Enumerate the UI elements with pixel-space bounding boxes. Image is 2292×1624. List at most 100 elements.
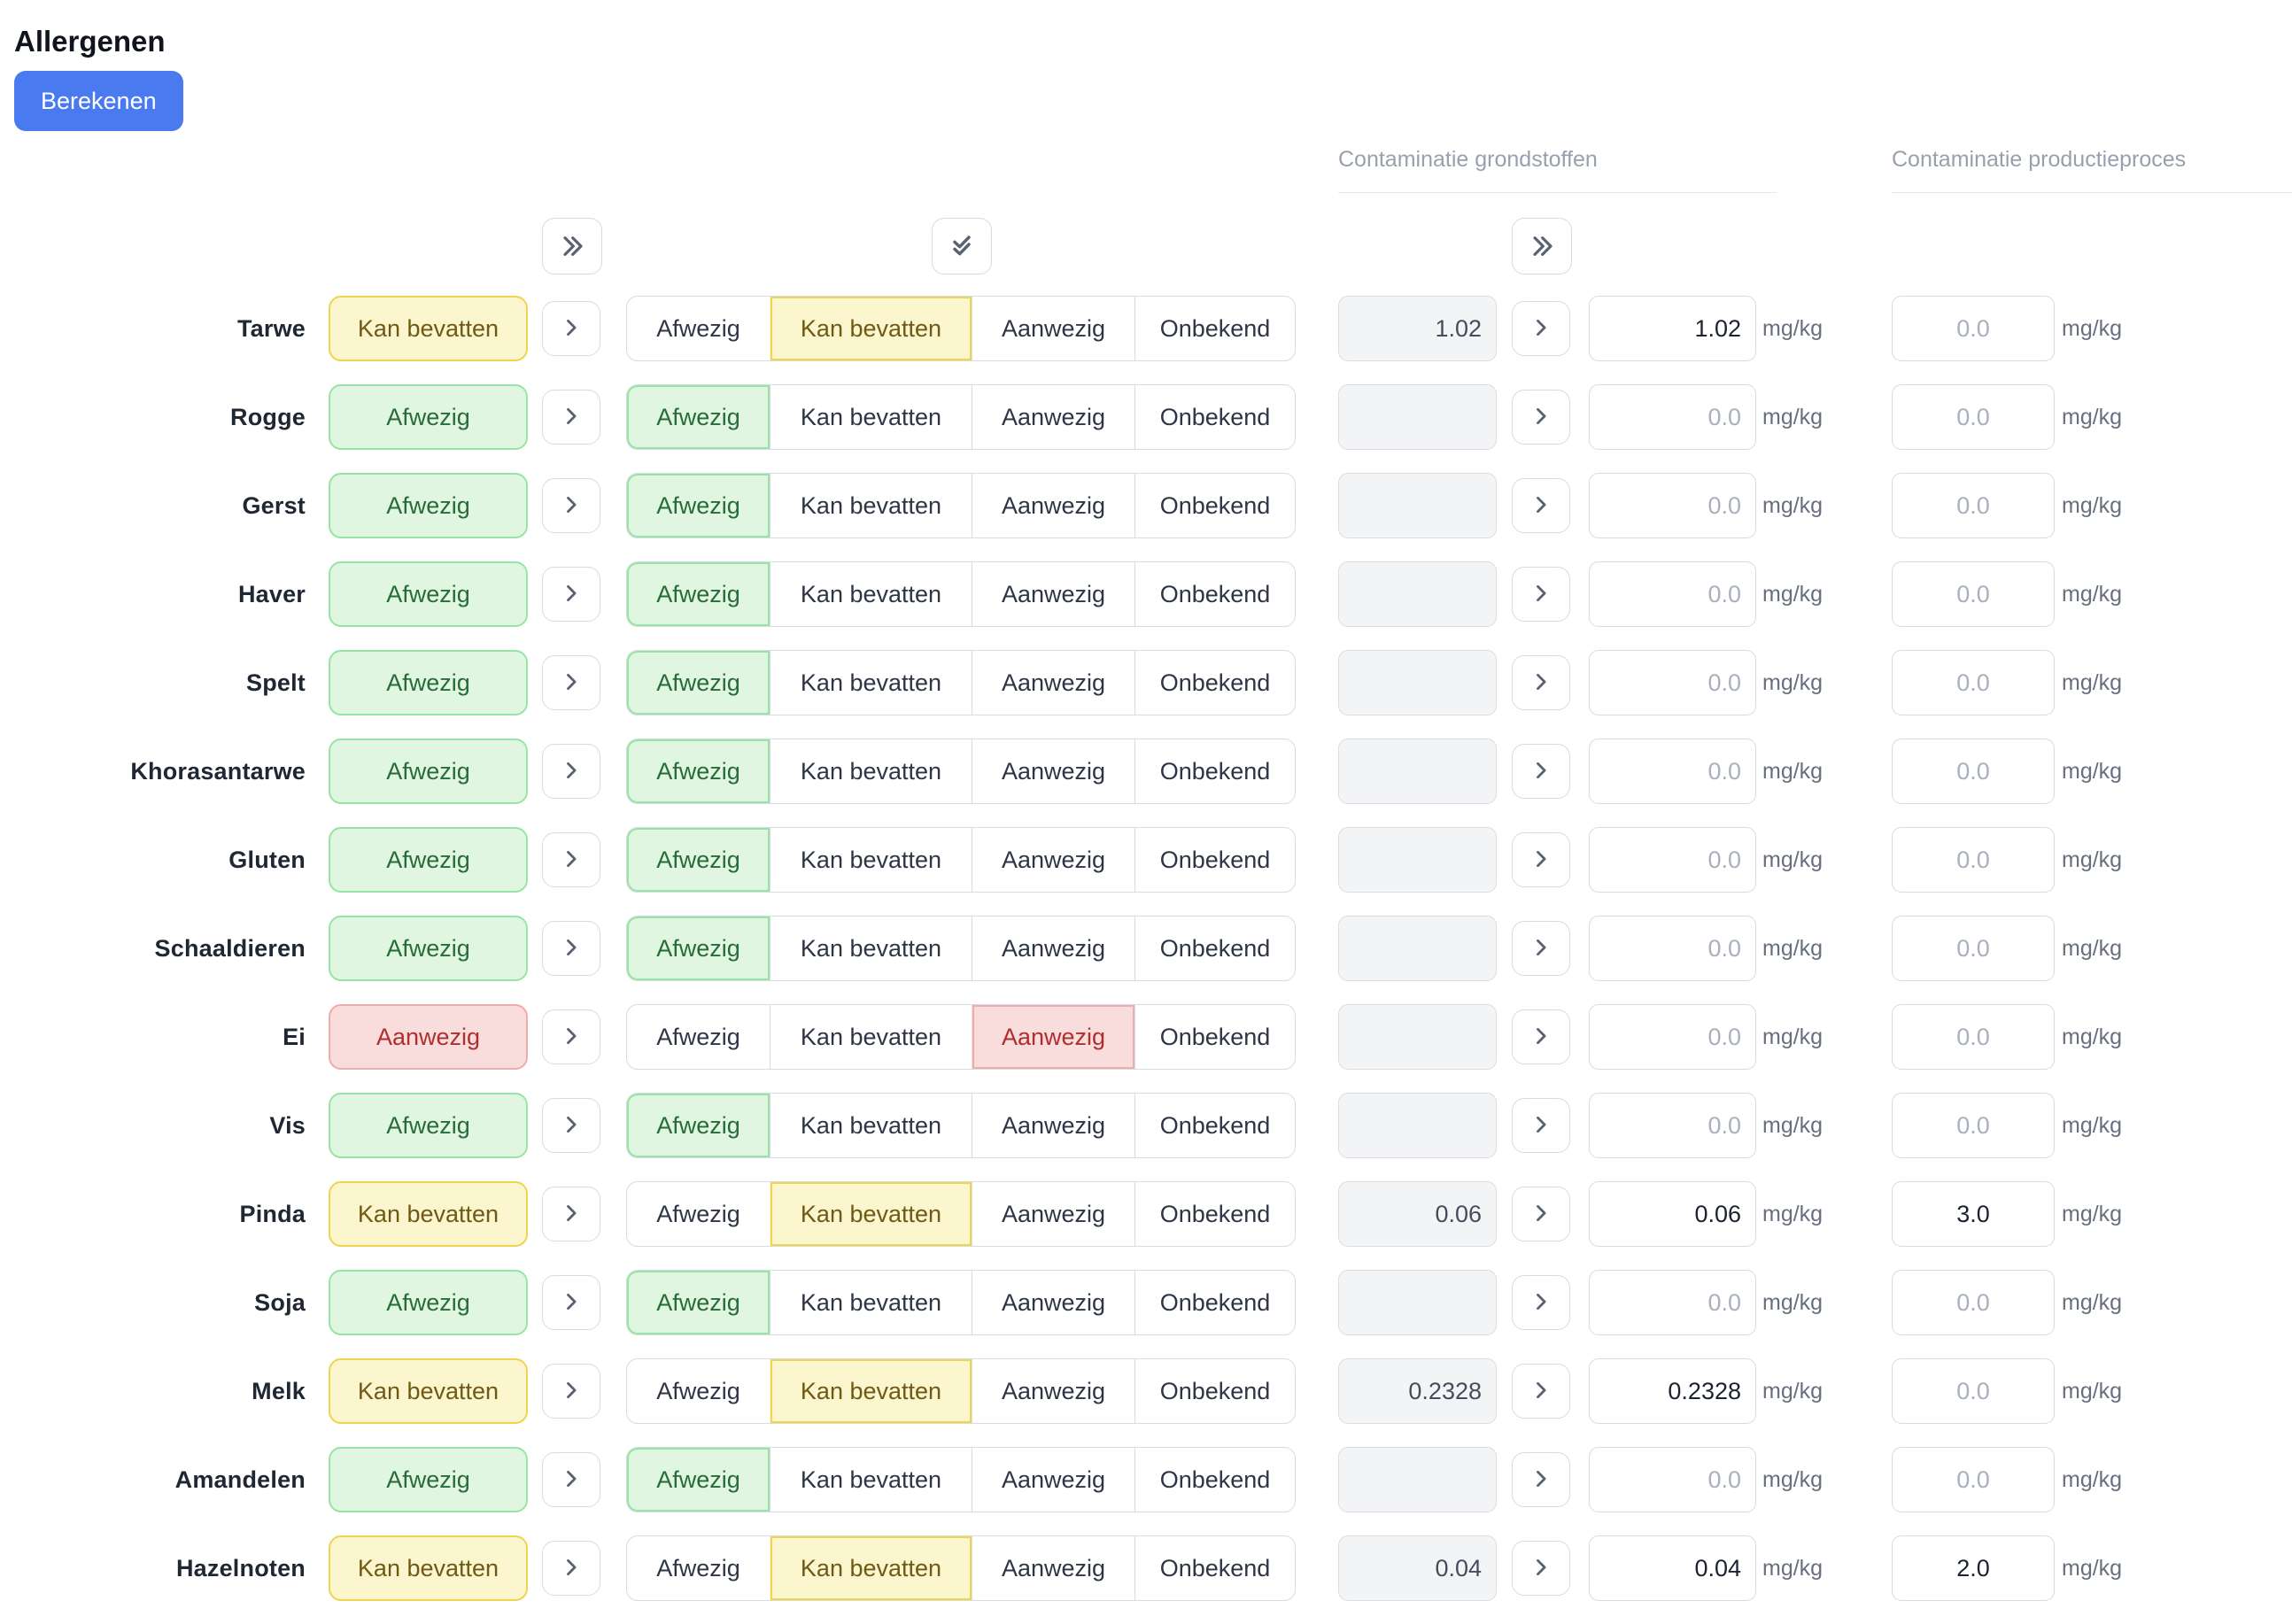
segment-afwezig[interactable]: Afwezig <box>627 1182 770 1246</box>
segment-aanwezig[interactable]: Aanwezig <box>972 474 1134 537</box>
productieproces-contamination-input[interactable] <box>1892 1535 2055 1601</box>
productieproces-contamination-input[interactable] <box>1892 296 2055 361</box>
grondstoffen-contamination-input[interactable] <box>1589 1358 1756 1424</box>
grondstoffen-contamination-input[interactable] <box>1589 827 1756 893</box>
segment-kan-bevatten[interactable]: Kan bevatten <box>770 474 972 537</box>
segment-aanwezig[interactable]: Aanwezig <box>972 1448 1134 1512</box>
segment-aanwezig[interactable]: Aanwezig <box>972 297 1134 360</box>
productieproces-contamination-input[interactable] <box>1892 1181 2055 1247</box>
segment-kan-bevatten[interactable]: Kan bevatten <box>770 385 972 449</box>
segment-kan-bevatten[interactable]: Kan bevatten <box>770 297 972 360</box>
calculate-button[interactable]: Berekenen <box>14 71 183 131</box>
segment-kan-bevatten[interactable]: Kan bevatten <box>770 562 972 626</box>
segment-afwezig[interactable]: Afwezig <box>627 1359 770 1423</box>
copy-status-button[interactable] <box>542 1098 600 1153</box>
copy-all-values-button[interactable] <box>1512 218 1572 275</box>
grondstoffen-contamination-input[interactable] <box>1589 1535 1756 1601</box>
apply-all-button[interactable] <box>932 218 992 275</box>
copy-status-button[interactable] <box>542 478 600 533</box>
segment-onbekend[interactable]: Onbekend <box>1134 916 1295 980</box>
grondstoffen-contamination-input[interactable] <box>1589 650 1756 715</box>
productieproces-contamination-input[interactable] <box>1892 1358 2055 1424</box>
segment-onbekend[interactable]: Onbekend <box>1134 1005 1295 1069</box>
segment-kan-bevatten[interactable]: Kan bevatten <box>770 1094 972 1157</box>
segment-kan-bevatten[interactable]: Kan bevatten <box>770 739 972 803</box>
copy-value-button[interactable] <box>1512 832 1570 887</box>
segment-aanwezig[interactable]: Aanwezig <box>972 916 1134 980</box>
segment-onbekend[interactable]: Onbekend <box>1134 562 1295 626</box>
segment-kan-bevatten[interactable]: Kan bevatten <box>770 828 972 892</box>
segment-aanwezig[interactable]: Aanwezig <box>972 739 1134 803</box>
grondstoffen-contamination-input[interactable] <box>1589 1181 1756 1247</box>
segment-kan-bevatten[interactable]: Kan bevatten <box>770 1448 972 1512</box>
segment-afwezig[interactable]: Afwezig <box>627 297 770 360</box>
copy-status-button[interactable] <box>542 1364 600 1419</box>
segment-afwezig[interactable]: Afwezig <box>627 1094 770 1157</box>
productieproces-contamination-input[interactable] <box>1892 827 2055 893</box>
segment-kan-bevatten[interactable]: Kan bevatten <box>770 916 972 980</box>
segment-aanwezig[interactable]: Aanwezig <box>972 1005 1134 1069</box>
productieproces-contamination-input[interactable] <box>1892 739 2055 804</box>
segment-afwezig[interactable]: Afwezig <box>627 1448 770 1512</box>
grondstoffen-contamination-input[interactable] <box>1589 296 1756 361</box>
segment-afwezig[interactable]: Afwezig <box>627 1005 770 1069</box>
segment-aanwezig[interactable]: Aanwezig <box>972 1094 1134 1157</box>
segment-afwezig[interactable]: Afwezig <box>627 474 770 537</box>
segment-kan-bevatten[interactable]: Kan bevatten <box>770 1359 972 1423</box>
copy-status-button[interactable] <box>542 567 600 622</box>
grondstoffen-contamination-input[interactable] <box>1589 1447 1756 1512</box>
copy-value-button[interactable] <box>1512 567 1570 622</box>
copy-status-button[interactable] <box>542 744 600 799</box>
segment-aanwezig[interactable]: Aanwezig <box>972 1182 1134 1246</box>
copy-status-button[interactable] <box>542 301 600 356</box>
segment-kan-bevatten[interactable]: Kan bevatten <box>770 1536 972 1600</box>
copy-value-button[interactable] <box>1512 478 1570 533</box>
productieproces-contamination-input[interactable] <box>1892 650 2055 715</box>
copy-value-button[interactable] <box>1512 1098 1570 1153</box>
grondstoffen-contamination-input[interactable] <box>1589 1270 1756 1335</box>
copy-value-button[interactable] <box>1512 921 1570 976</box>
segment-onbekend[interactable]: Onbekend <box>1134 1359 1295 1423</box>
copy-value-button[interactable] <box>1512 1364 1570 1419</box>
copy-value-button[interactable] <box>1512 301 1570 356</box>
segment-aanwezig[interactable]: Aanwezig <box>972 1271 1134 1334</box>
segment-afwezig[interactable]: Afwezig <box>627 739 770 803</box>
productieproces-contamination-input[interactable] <box>1892 384 2055 450</box>
copy-value-button[interactable] <box>1512 1452 1570 1507</box>
copy-status-button[interactable] <box>542 1541 600 1596</box>
productieproces-contamination-input[interactable] <box>1892 916 2055 981</box>
segment-onbekend[interactable]: Onbekend <box>1134 1536 1295 1600</box>
grondstoffen-contamination-input[interactable] <box>1589 384 1756 450</box>
grondstoffen-contamination-input[interactable] <box>1589 561 1756 627</box>
copy-value-button[interactable] <box>1512 390 1570 445</box>
segment-afwezig[interactable]: Afwezig <box>627 562 770 626</box>
segment-onbekend[interactable]: Onbekend <box>1134 651 1295 715</box>
segment-kan-bevatten[interactable]: Kan bevatten <box>770 1271 972 1334</box>
copy-status-button[interactable] <box>542 655 600 710</box>
segment-aanwezig[interactable]: Aanwezig <box>972 1536 1134 1600</box>
segment-afwezig[interactable]: Afwezig <box>627 1536 770 1600</box>
segment-onbekend[interactable]: Onbekend <box>1134 385 1295 449</box>
segment-aanwezig[interactable]: Aanwezig <box>972 1359 1134 1423</box>
segment-afwezig[interactable]: Afwezig <box>627 651 770 715</box>
segment-afwezig[interactable]: Afwezig <box>627 1271 770 1334</box>
copy-value-button[interactable] <box>1512 744 1570 799</box>
copy-status-button[interactable] <box>542 390 600 445</box>
copy-value-button[interactable] <box>1512 1187 1570 1241</box>
copy-value-button[interactable] <box>1512 1275 1570 1330</box>
copy-status-button[interactable] <box>542 921 600 976</box>
segment-kan-bevatten[interactable]: Kan bevatten <box>770 651 972 715</box>
segment-aanwezig[interactable]: Aanwezig <box>972 651 1134 715</box>
copy-status-button[interactable] <box>542 1187 600 1241</box>
segment-aanwezig[interactable]: Aanwezig <box>972 562 1134 626</box>
segment-onbekend[interactable]: Onbekend <box>1134 739 1295 803</box>
grondstoffen-contamination-input[interactable] <box>1589 473 1756 538</box>
copy-value-button[interactable] <box>1512 1009 1570 1064</box>
copy-value-button[interactable] <box>1512 655 1570 710</box>
productieproces-contamination-input[interactable] <box>1892 1093 2055 1158</box>
segment-afwezig[interactable]: Afwezig <box>627 828 770 892</box>
grondstoffen-contamination-input[interactable] <box>1589 1093 1756 1158</box>
segment-onbekend[interactable]: Onbekend <box>1134 1182 1295 1246</box>
productieproces-contamination-input[interactable] <box>1892 473 2055 538</box>
segment-afwezig[interactable]: Afwezig <box>627 916 770 980</box>
